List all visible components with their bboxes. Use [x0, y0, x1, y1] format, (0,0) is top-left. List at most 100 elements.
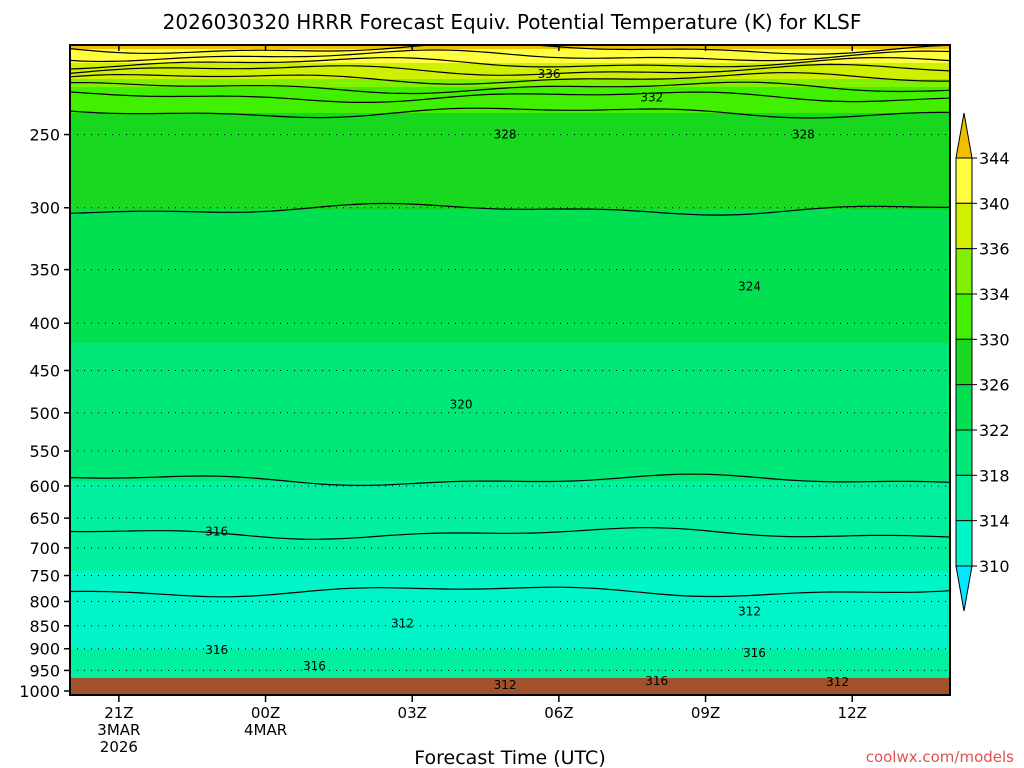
y-tick-label: 400 [29, 314, 60, 333]
theta-e-band [70, 159, 950, 162]
x-tick-label: 12Z [838, 704, 867, 722]
theta-e-band [70, 439, 950, 442]
theta-e-fill-bands [70, 45, 950, 695]
contour-label: 316 [645, 674, 668, 688]
theta-e-band [70, 97, 950, 100]
theta-e-band [70, 349, 950, 352]
x-tick-label: 06Z [544, 704, 573, 722]
theta-e-band [70, 365, 950, 368]
theta-e-band [70, 209, 950, 212]
theta-e-band [70, 181, 950, 184]
ground-surface [70, 678, 950, 695]
colorbar-label: 326 [979, 376, 1010, 395]
theta-e-band [70, 603, 950, 606]
theta-e-band [70, 511, 950, 514]
theta-e-band [70, 645, 950, 648]
theta-e-band [70, 419, 950, 422]
theta-e-band [70, 219, 950, 222]
theta-e-band [70, 325, 950, 328]
theta-e-band [70, 551, 950, 554]
theta-e-band [70, 459, 950, 462]
theta-e-band [70, 223, 950, 226]
theta-e-band [70, 369, 950, 372]
theta-e-band [70, 245, 950, 248]
x-tick-label: 2026 [100, 738, 138, 756]
theta-e-band [70, 147, 950, 150]
contour-label: 312 [494, 678, 517, 692]
theta-e-band [70, 109, 950, 112]
theta-e-band [70, 127, 950, 130]
theta-e-band [70, 375, 950, 378]
theta-e-band [70, 415, 950, 418]
theta-e-band [70, 255, 950, 258]
theta-e-band [70, 143, 950, 146]
theta-e-band [70, 617, 950, 620]
theta-e-band [70, 519, 950, 522]
theta-e-band [70, 531, 950, 534]
theta-e-band [70, 517, 950, 520]
y-tick-label: 450 [29, 361, 60, 380]
theta-e-band [70, 247, 950, 250]
theta-e-band [70, 451, 950, 454]
theta-e-band [70, 95, 950, 98]
theta-e-band [70, 211, 950, 214]
colorbar-label: 340 [979, 194, 1010, 213]
colorbar-segment [955, 202, 973, 250]
theta-e-band [70, 453, 950, 456]
theta-e-band [70, 243, 950, 246]
colorbar-segment [955, 338, 973, 386]
contour-line [70, 202, 950, 216]
theta-e-band [70, 309, 950, 312]
y-tick-label: 750 [29, 567, 60, 586]
theta-e-band [70, 331, 950, 334]
theta-e-band [70, 201, 950, 204]
theta-e-band [70, 51, 950, 54]
theta-e-band [70, 123, 950, 126]
theta-e-band [70, 423, 950, 426]
theta-e-band [70, 557, 950, 560]
theta-e-band [70, 641, 950, 644]
y-axis: 250 300 350 400 450 500 550 600 650 700 750 800 850 9… [19, 126, 70, 701]
theta-e-band [70, 513, 950, 516]
contour-label: 332 [640, 91, 663, 105]
theta-e-band [70, 315, 950, 318]
theta-e-band [70, 533, 950, 536]
theta-e-band [70, 545, 950, 548]
theta-e-band [70, 197, 950, 200]
theta-e-band [70, 271, 950, 274]
theta-e-band [70, 321, 950, 324]
theta-e-band [70, 103, 950, 106]
contour-line [70, 527, 950, 540]
theta-e-band [70, 623, 950, 626]
y-tick-label: 250 [29, 126, 60, 145]
theta-e-band [70, 529, 950, 532]
theta-e-band [70, 75, 950, 78]
theta-e-band [70, 191, 950, 194]
theta-e-band [70, 221, 950, 224]
theta-e-band [70, 563, 950, 566]
theta-e-band [70, 71, 950, 74]
theta-e-band [70, 303, 950, 306]
theta-e-band [70, 135, 950, 138]
theta-e-band [70, 401, 950, 404]
colorbar-top-arrow [955, 112, 973, 159]
theta-e-band [70, 173, 950, 176]
theta-e-band [70, 125, 950, 128]
theta-e-band [70, 273, 950, 276]
colorbar-segment [955, 248, 973, 295]
theta-e-band [70, 319, 950, 322]
contour-line [70, 81, 950, 95]
theta-e-band [70, 119, 950, 122]
theta-e-band [70, 657, 950, 660]
theta-e-band [70, 485, 950, 488]
theta-e-band [70, 437, 950, 440]
contour-label: 316 [205, 643, 228, 657]
theta-e-band [70, 249, 950, 252]
x-tick-label: 21Z [104, 704, 133, 722]
theta-e-band [70, 235, 950, 238]
theta-e-band [70, 299, 950, 302]
theta-e-band [70, 353, 950, 356]
theta-e-band [70, 275, 950, 278]
theta-e-band [70, 495, 950, 498]
theta-e-band [70, 473, 950, 476]
